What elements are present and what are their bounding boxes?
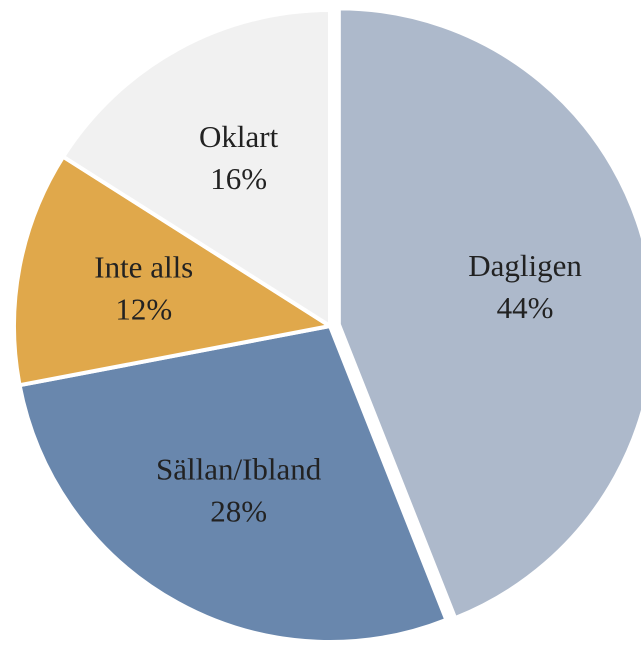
slice-label: Oklart	[199, 119, 279, 154]
pie-slice	[336, 6, 641, 621]
slice-label: Inte alls	[94, 250, 193, 285]
pie-slice	[61, 8, 332, 328]
slice-label: Dagligen	[468, 248, 582, 283]
slice-value-label: 16%	[210, 161, 267, 196]
slice-value-label: 28%	[210, 493, 267, 528]
slice-value-label: 12%	[115, 292, 172, 327]
pie-slice	[12, 154, 332, 388]
slice-label: Sällan/Ibland	[156, 451, 322, 486]
slice-value-label: 44%	[497, 290, 554, 325]
pie-slice	[17, 324, 449, 644]
